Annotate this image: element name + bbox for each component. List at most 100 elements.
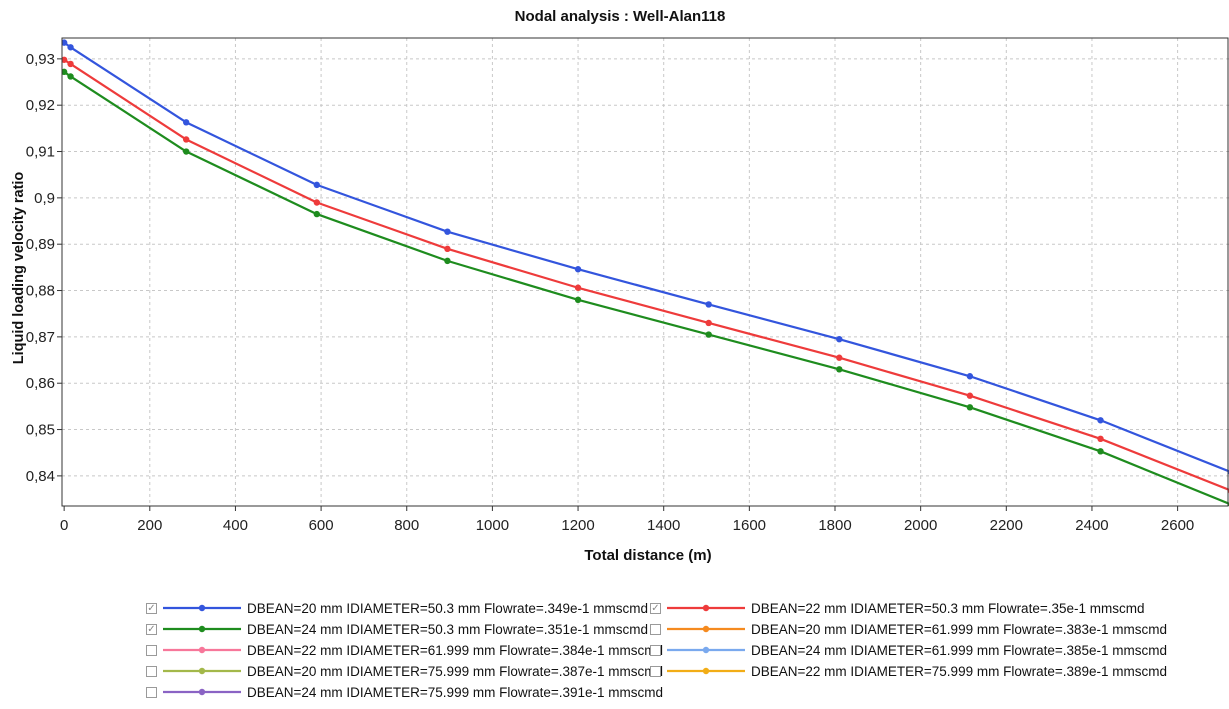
- series-point-3: [966, 404, 974, 411]
- x-tick-label: 2600: [1161, 517, 1194, 534]
- series-line-2: [63, 58, 1229, 492]
- chart-title: Nodal analysis : Well-Alan118: [515, 8, 726, 25]
- series-line-1: [63, 41, 1229, 473]
- series-point-3: [62, 68, 68, 76]
- x-tick-label: 600: [309, 517, 334, 534]
- series-point-2: [705, 319, 712, 327]
- plot-frame: [61, 37, 1229, 507]
- legend-swatch: [163, 625, 241, 633]
- series-point-3: [444, 257, 451, 265]
- legend-item[interactable]: DBEAN=20 mm IDIAMETER=75.999 mm Flowrate…: [146, 662, 663, 680]
- axis-ticks: 0 200 400 600 800 1000 1200 1400 1600 1800 2000 220…: [26, 51, 1194, 534]
- series-point-3: [574, 296, 582, 304]
- legend-item[interactable]: DBEAN=24 mm IDIAMETER=61.999 mm Flowrate…: [650, 641, 1167, 659]
- legend-label: DBEAN=20 mm IDIAMETER=75.999 mm Flowrate…: [247, 663, 664, 679]
- x-tick-label: 1000: [476, 517, 509, 534]
- series-point-3: [705, 331, 712, 338]
- series-point-3: [182, 148, 190, 155]
- plot-area: [62, 39, 1229, 506]
- legend-checkbox[interactable]: [146, 686, 157, 698]
- legend-checkbox[interactable]: ✓: [650, 602, 661, 614]
- x-tick-label: 2000: [904, 517, 937, 534]
- series-point-3: [313, 210, 321, 218]
- y-tick-label: 0,84: [26, 468, 55, 485]
- legend-label: DBEAN=20 mm IDIAMETER=50.3 mm Flowrate=.…: [247, 600, 648, 616]
- y-tick-label: 0,93: [26, 51, 55, 68]
- series-point-1: [966, 373, 974, 380]
- y-tick-label: 0,89: [26, 236, 55, 253]
- x-tick-label: 1800: [818, 517, 851, 534]
- series-point-1: [67, 44, 74, 51]
- legend-swatch: [163, 667, 241, 675]
- x-tick-label: 0: [60, 517, 68, 534]
- series-point-1: [836, 335, 843, 343]
- legend-swatch: [667, 646, 745, 654]
- legend-item[interactable]: ✓ DBEAN=24 mm IDIAMETER=50.3 mm Flowrate=…: [146, 620, 648, 638]
- x-tick-label: 1600: [733, 517, 766, 534]
- series-point-3: [836, 366, 843, 373]
- legend-item[interactable]: DBEAN=22 mm IDIAMETER=61.999 mm Flowrate…: [146, 641, 663, 659]
- series-point-1: [1097, 417, 1104, 424]
- series-point-1: [62, 39, 68, 46]
- series-point-2: [574, 284, 582, 291]
- y-axis-label: Liquid loading velocity ratio: [11, 172, 27, 365]
- legend-swatch: [163, 688, 241, 696]
- legend-label: DBEAN=22 mm IDIAMETER=61.999 mm Flowrate…: [247, 642, 664, 658]
- x-tick-label: 1400: [647, 517, 680, 534]
- series-point-3: [1097, 448, 1104, 455]
- legend-checkbox[interactable]: [650, 665, 661, 677]
- legend-swatch: [163, 646, 241, 654]
- y-tick-label: 0,85: [26, 422, 55, 439]
- y-tick-label: 0,9: [34, 190, 55, 207]
- legend-label: DBEAN=20 mm IDIAMETER=61.999 mm Flowrate…: [751, 621, 1168, 637]
- legend-swatch: [163, 604, 241, 612]
- legend-item[interactable]: ✓ DBEAN=20 mm IDIAMETER=50.3 mm Flowrate=…: [146, 599, 648, 617]
- series-point-1: [574, 266, 582, 273]
- legend-checkbox[interactable]: ✓: [146, 602, 157, 614]
- x-tick-label: 2400: [1075, 517, 1108, 534]
- legend-item[interactable]: DBEAN=22 mm IDIAMETER=75.999 mm Flowrate…: [650, 662, 1167, 680]
- x-tick-label: 200: [137, 517, 162, 534]
- series-point-1: [313, 181, 321, 189]
- series-point-2: [313, 199, 321, 206]
- legend-label: DBEAN=24 mm IDIAMETER=75.999 mm Flowrate…: [247, 684, 664, 700]
- legend-checkbox[interactable]: ✓: [146, 623, 157, 635]
- legend-checkbox[interactable]: [146, 665, 157, 677]
- x-tick-label: 2200: [990, 517, 1023, 534]
- y-tick-label: 0,87: [26, 329, 55, 346]
- series-point-2: [67, 60, 74, 68]
- series-point-2: [182, 136, 190, 143]
- x-axis-label: Total distance (m): [584, 547, 711, 564]
- legend-swatch: [667, 667, 745, 675]
- x-tick-label: 800: [394, 517, 419, 534]
- y-tick-label: 0,91: [26, 144, 55, 161]
- legend-label: DBEAN=24 mm IDIAMETER=61.999 mm Flowrate…: [751, 642, 1168, 658]
- series-point-3: [67, 73, 74, 80]
- legend-checkbox[interactable]: [146, 644, 157, 656]
- legend-label: DBEAN=22 mm IDIAMETER=50.3 mm Flowrate=.…: [751, 600, 1145, 616]
- x-tick-label: 1200: [561, 517, 594, 534]
- legend-swatch: [667, 625, 745, 633]
- y-tick-label: 0,88: [26, 283, 55, 300]
- series-point-1: [444, 228, 451, 235]
- series-point-2: [62, 56, 68, 63]
- y-tick-label: 0,86: [26, 375, 55, 392]
- legend-item[interactable]: ✓ DBEAN=22 mm IDIAMETER=50.3 mm Flowrate=…: [650, 599, 1144, 617]
- y-tick-label: 0,92: [26, 97, 55, 114]
- series-point-1: [705, 301, 712, 308]
- legend-checkbox[interactable]: [650, 644, 661, 656]
- legend-checkbox[interactable]: [650, 623, 661, 635]
- legend-label: DBEAN=24 mm IDIAMETER=50.3 mm Flowrate=.…: [247, 621, 648, 637]
- series-point-2: [836, 354, 843, 361]
- series-point-1: [182, 119, 190, 126]
- series-point-2: [444, 245, 451, 253]
- grid: [62, 38, 1229, 506]
- legend-swatch: [667, 604, 745, 612]
- series-point-2: [966, 392, 974, 399]
- legend-item[interactable]: DBEAN=24 mm IDIAMETER=75.999 mm Flowrate…: [146, 683, 663, 701]
- series-point-2: [1097, 435, 1104, 443]
- x-tick-label: 400: [223, 517, 248, 534]
- legend-label: DBEAN=22 mm IDIAMETER=75.999 mm Flowrate…: [751, 663, 1168, 679]
- legend-item[interactable]: DBEAN=20 mm IDIAMETER=61.999 mm Flowrate…: [650, 620, 1167, 638]
